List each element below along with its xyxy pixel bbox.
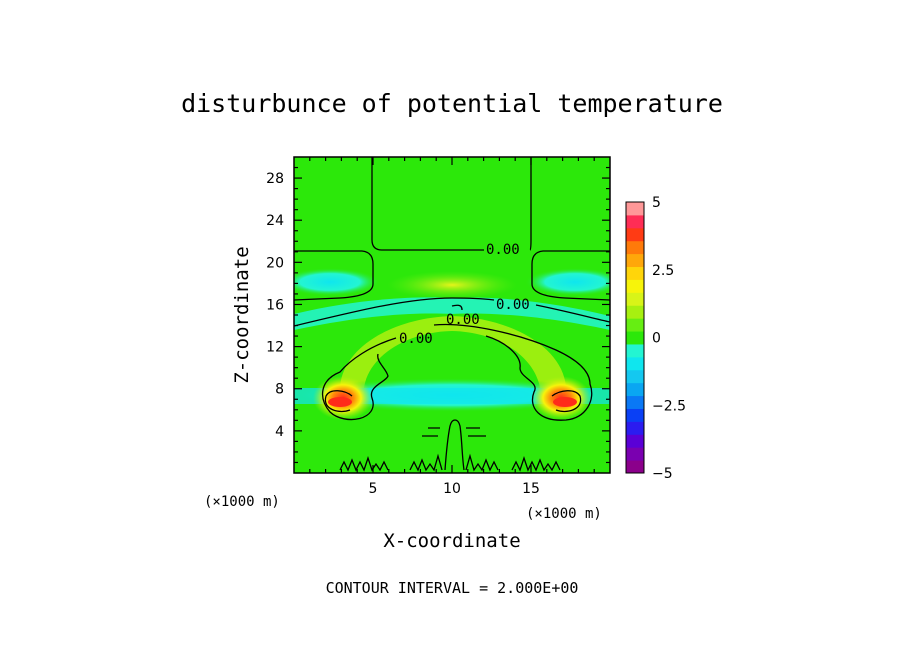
colorbar-swatch (626, 240, 644, 255)
z-unit-label: (×1000 m) (204, 494, 280, 510)
y-tick-label: 4 (275, 424, 284, 440)
colorbar-swatch (626, 214, 644, 229)
colorbar-swatch (626, 460, 644, 474)
contour-surface-spikes-center (409, 453, 499, 472)
contour-surface-spikes-right (511, 455, 561, 472)
contour-label-1: 0.00 (486, 242, 520, 258)
cool-arc (294, 297, 610, 330)
colorbar-swatch (626, 331, 644, 345)
colorbar-frame (625, 201, 645, 474)
contour-right-core (551, 390, 582, 413)
contour-right-hook (433, 323, 593, 421)
warm-core-right-peak (553, 397, 577, 407)
colorbar-swatch (626, 447, 644, 461)
contour-label-2: 0.00 (496, 297, 530, 313)
y-axis-title: Z-coordinate (231, 246, 253, 383)
colorbar-swatch (626, 279, 644, 293)
y-tick-label: 28 (266, 171, 284, 187)
warm-core-left-peak (328, 397, 352, 407)
colorbar-tick-label: −2.5 (652, 398, 686, 414)
contour-upper-left (294, 250, 374, 301)
axis-ticks (294, 157, 610, 473)
contour-arc-left (294, 297, 495, 327)
upper-right-cool-lobe (525, 268, 610, 296)
y-tick-label: 12 (266, 340, 284, 356)
x-tick-label: 10 (443, 481, 461, 497)
contour-surface-spikes-left (339, 455, 389, 472)
contour-arc-right (535, 304, 610, 323)
x-unit-label: (×1000 m) (526, 506, 602, 522)
colorbar: 5 2.5 0 −2.5 −5 (625, 195, 686, 482)
colorbar-tick-label: −5 (652, 466, 673, 482)
colorbar-swatch (626, 253, 644, 268)
contour-top-left (371, 157, 484, 251)
colorbar-swatch (626, 202, 644, 216)
upper-warm-patch (387, 271, 517, 299)
colorbar-swatch (626, 382, 644, 397)
axis-tick-labels: 5 10 15 4 8 12 16 20 24 28 (266, 171, 540, 497)
colorbar-swatch (626, 292, 644, 306)
colorbar-swatch (626, 395, 644, 409)
y-tick-label: 8 (275, 382, 284, 398)
colorbar-swatch (626, 343, 644, 358)
contour-left-hook (321, 337, 397, 421)
x-tick-label: 15 (522, 481, 540, 497)
contour-small-bump (451, 304, 463, 311)
contour-label-4: 0.00 (399, 331, 433, 347)
contour-labels: 0.00 0.00 0.00 0.00 (399, 242, 530, 347)
colorbar-swatch (626, 369, 644, 384)
colorbar-tick-label: 2.5 (652, 263, 674, 279)
colorbar-swatch (626, 305, 644, 319)
contour-label-3: 0.00 (446, 312, 480, 328)
contour-lines (294, 157, 610, 472)
colorbar-swatch (626, 356, 644, 371)
colorbar-tick-label: 5 (652, 195, 661, 211)
colorbar-swatch (626, 266, 644, 280)
colorbar-swatch (626, 227, 644, 242)
contour-top-right (529, 157, 532, 251)
upper-left-cool-lobe (294, 268, 380, 296)
colorbar-swatch (626, 318, 644, 332)
contour-plume (444, 419, 465, 471)
contour-interval-note: CONTOUR INTERVAL = 2.000E+00 (326, 579, 579, 597)
y-tick-label: 24 (266, 213, 284, 229)
x-tick-label: 5 (369, 481, 378, 497)
y-tick-label: 16 (266, 297, 284, 313)
colorbar-swatch (626, 434, 644, 448)
contour-left-core (324, 390, 353, 413)
y-tick-label: 20 (266, 255, 284, 271)
chart-title: disturbunce of potential temperature (181, 89, 723, 118)
colorbar-swatch (626, 408, 644, 422)
contour-upper-right (531, 250, 610, 301)
x-axis-title: X-coordinate (383, 530, 520, 552)
colorbar-swatch (626, 421, 644, 435)
colorbar-tick-label: 0 (652, 331, 661, 347)
